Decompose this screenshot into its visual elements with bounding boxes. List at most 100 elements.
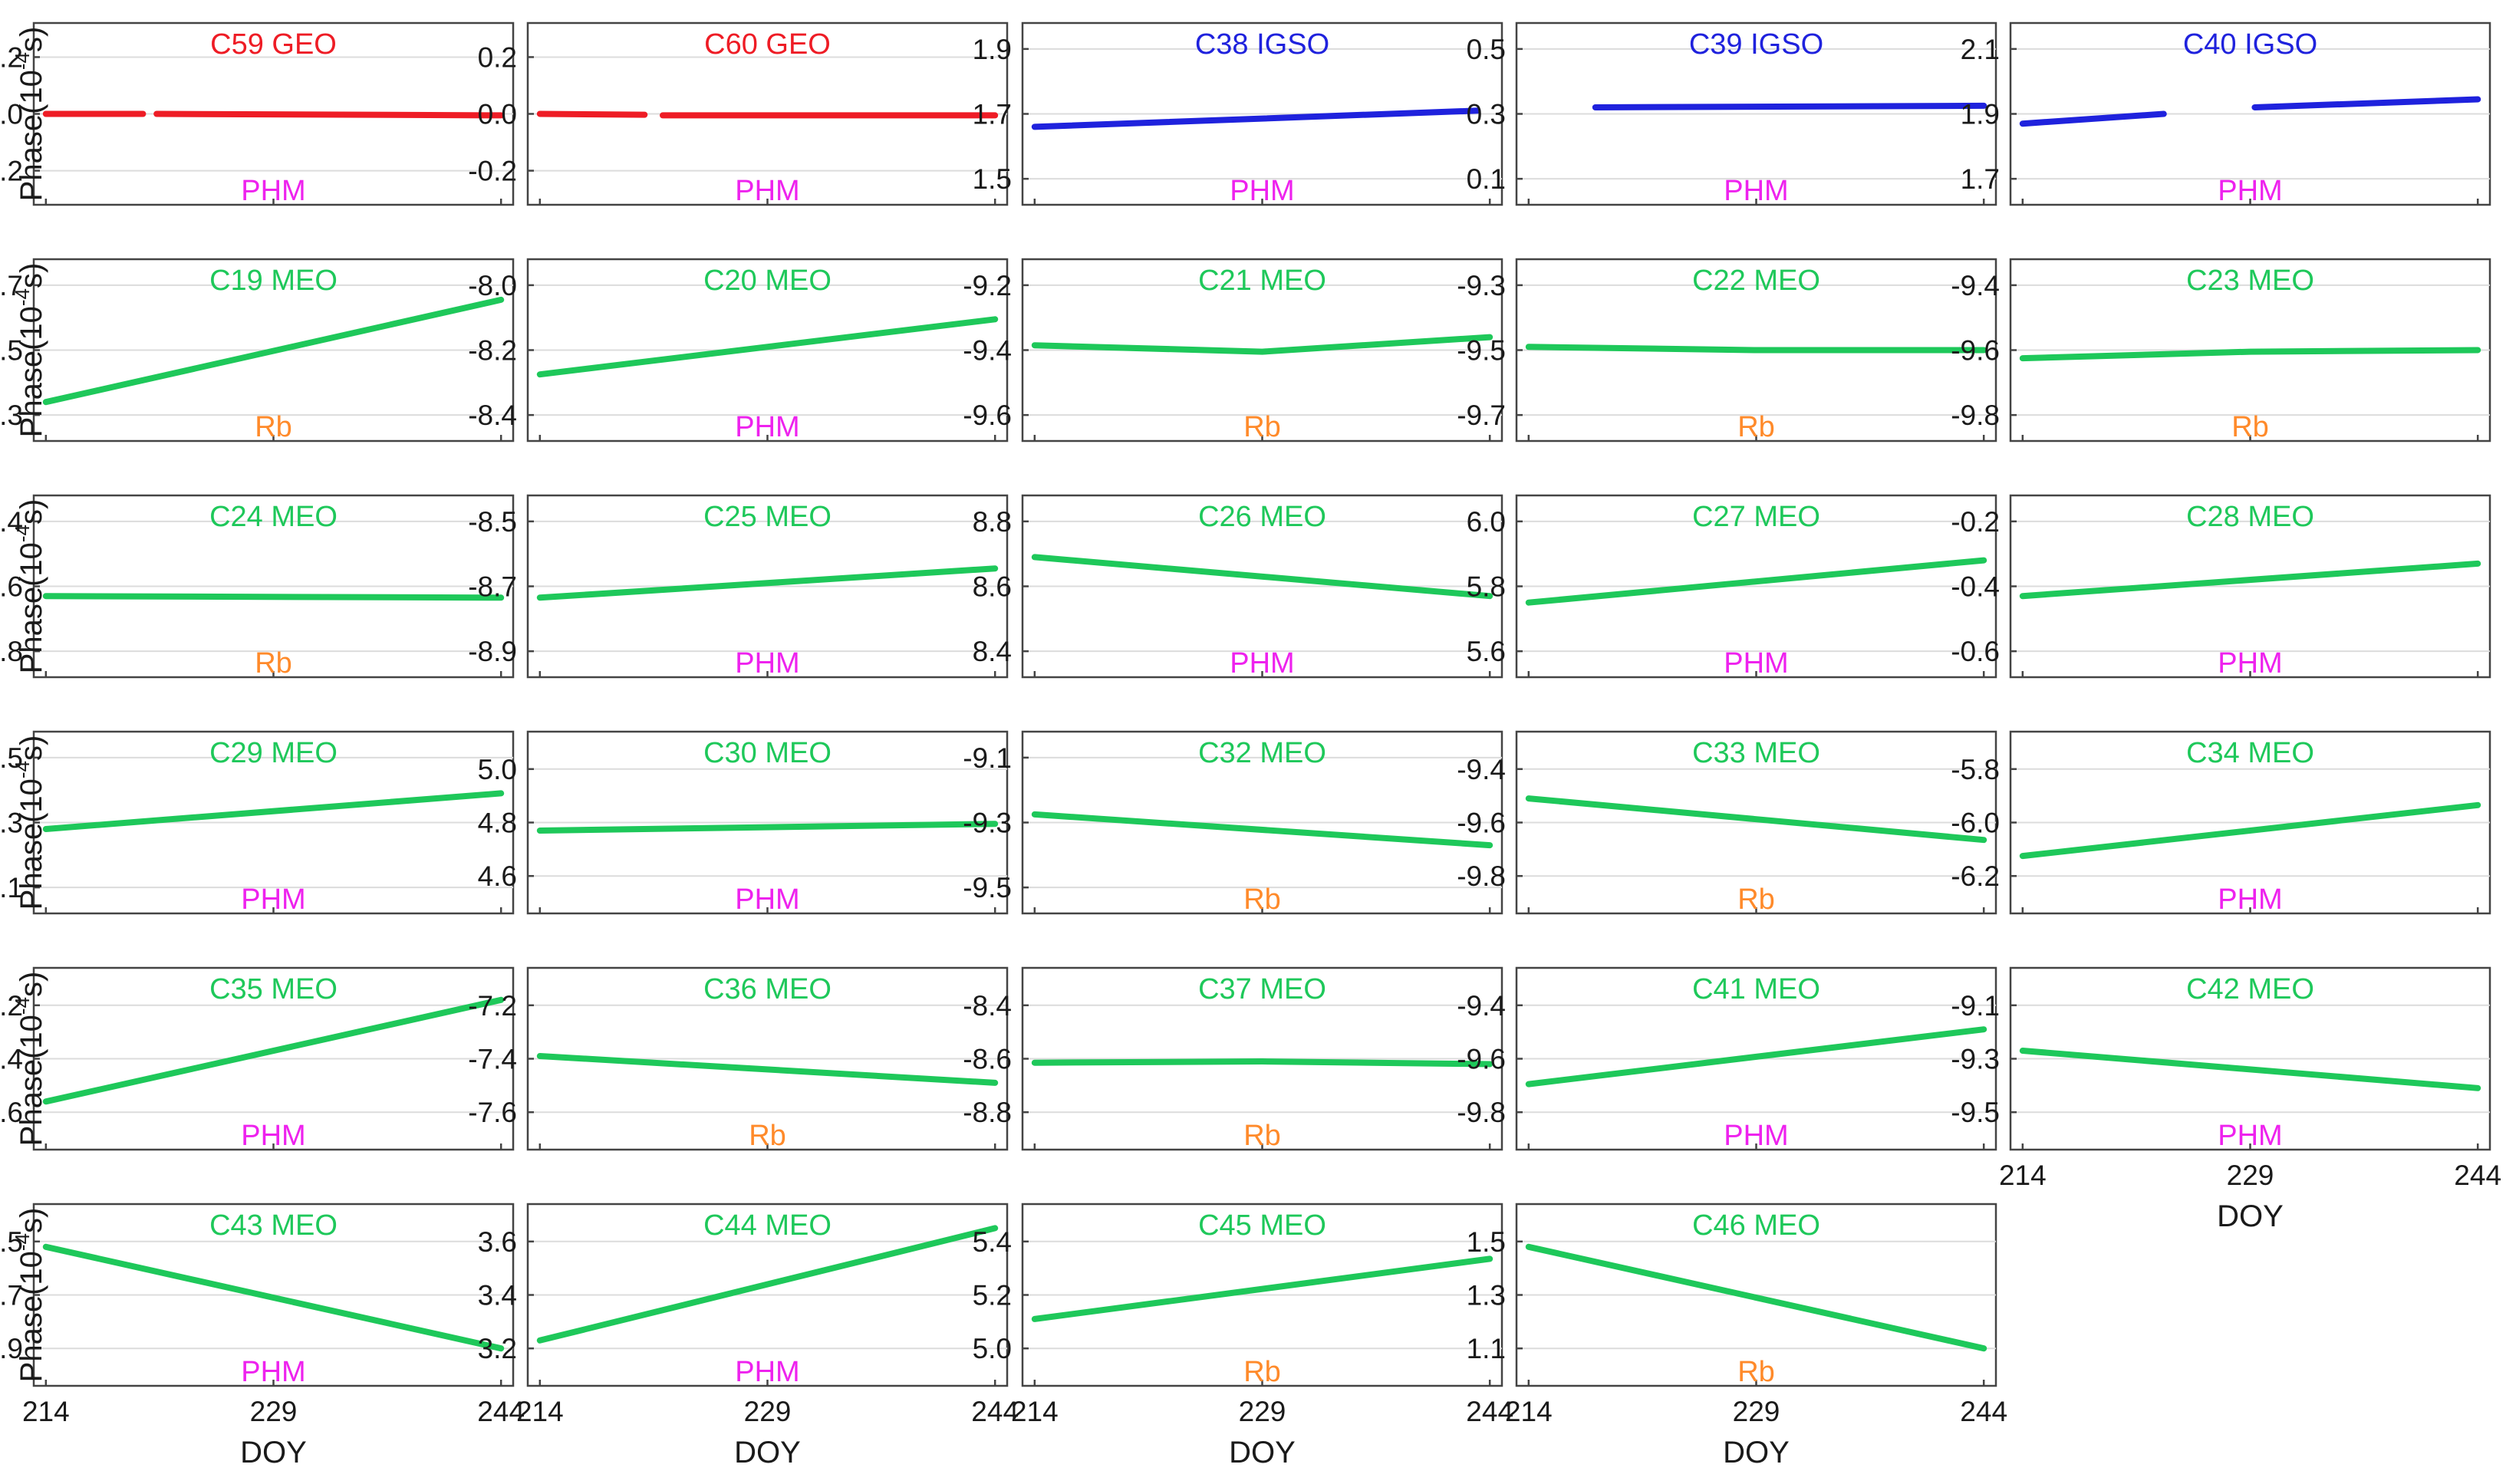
y-tick-label: 0.1: [1467, 163, 1506, 195]
x-axis-label: DOY: [240, 1436, 307, 1469]
clock-type-label: Rb: [749, 1120, 786, 1152]
subplot-c37-meo: -8.8 -8.6 -8.4 C37 MEO Rb: [963, 966, 1503, 1152]
subplot-title: C24 MEO: [209, 501, 338, 533]
y-tick-label: 5.6: [1467, 636, 1506, 667]
y-tick-label: 0.0: [478, 99, 517, 130]
y-tick-label: -8.7: [468, 571, 517, 603]
subplot-title: C39 IGSO: [1689, 28, 1823, 61]
subplot-c41-meo: -9.8 -9.6 -9.4 C41 MEO PHM: [1457, 966, 1997, 1152]
clock-type-label: Rb: [1737, 1356, 1775, 1388]
clock-type-label: Rb: [255, 411, 292, 443]
y-axis-label: Phase(10-4s): [11, 972, 48, 1147]
y-tick-label: 1.5: [973, 163, 1012, 195]
clock-type-label: PHM: [241, 175, 305, 207]
y-tick-label: -9.8: [1457, 860, 1506, 892]
x-tick-label: 214: [516, 1396, 564, 1427]
y-tick-label: -9.4: [963, 335, 1012, 367]
subplot-c28-meo: -0.6 -0.4 -0.2 C28 MEO PHM: [1951, 494, 2491, 679]
y-tick-label: 5.8: [1467, 571, 1506, 603]
subplot-title: C35 MEO: [209, 973, 338, 1005]
y-tick-label: -9.6: [0, 571, 23, 603]
subplot-title: C34 MEO: [2186, 737, 2314, 769]
subplot-title: C60 GEO: [704, 28, 831, 61]
x-tick-label: 229: [1239, 1396, 1286, 1427]
series-line: [536, 316, 999, 378]
subplot-title: C36 MEO: [703, 973, 832, 1005]
subplot-title: C26 MEO: [1198, 501, 1326, 533]
subplot-c22-meo: -9.7 -9.5 -9.3 C22 MEO Rb: [1457, 258, 1997, 443]
series-line: [1525, 1243, 1987, 1352]
subplot-c40-igso: 1.7 1.9 2.1 C40 IGSO PHM: [1961, 21, 2491, 207]
y-tick-label: 1.7: [1961, 163, 2000, 195]
series-line: [1525, 344, 1987, 354]
y-tick-label: 1.5: [1467, 1226, 1506, 1258]
clock-type-label: PHM: [241, 883, 305, 916]
clock-type-label: Rb: [1737, 411, 1775, 443]
y-tick-label: -0.4: [1951, 571, 2000, 603]
y-tick-label: -9.4: [1951, 270, 2000, 301]
subplot-title: C33 MEO: [1692, 737, 1820, 769]
y-tick-label: -9.1: [963, 742, 1012, 774]
y-tick-label: -9.7: [1457, 400, 1506, 431]
x-tick-label: 244: [2454, 1160, 2501, 1191]
y-axis-label: Phase(10-4s): [11, 1208, 48, 1383]
x-tick-label: 214: [22, 1396, 70, 1427]
subplot-c24-meo: -9.8 -9.6 -9.4 C24 MEO Rb: [0, 494, 515, 679]
y-tick-label: -0.2: [1951, 506, 2000, 538]
y-tick-label: -8.6: [963, 1044, 1012, 1075]
series-line: [536, 110, 648, 118]
y-tick-label: -9.5: [963, 872, 1012, 903]
y-tick-label: 9.5: [0, 335, 23, 367]
clock-type-label: Rb: [1243, 1356, 1281, 1388]
series-line: [1525, 1026, 1987, 1087]
clock-type-label: PHM: [735, 175, 799, 207]
x-tick-label: 229: [1733, 1396, 1780, 1427]
y-tick-label: 0.0: [0, 99, 23, 130]
y-tick-label: -9.8: [1951, 400, 2000, 431]
y-tick-label: 6.0: [1467, 506, 1506, 538]
y-tick-label: -9.6: [1457, 1044, 1506, 1075]
y-tick-label: 1.3: [1467, 1280, 1506, 1311]
x-tick-label: 214: [1011, 1396, 1059, 1427]
subplot-c34-meo: -6.2 -6.0 -5.8 C34 MEO PHM: [1951, 730, 2491, 916]
y-tick-label: 8.4: [973, 636, 1012, 667]
y-axis-label: Phase(10-4s): [11, 263, 48, 438]
subplot-c30-meo: 4.6 4.8 5.0 C30 MEO PHM: [478, 730, 1009, 916]
subplot-c25-meo: -8.9 -8.7 -8.5 C25 MEO PHM: [468, 494, 1009, 679]
y-tick-label: 8.6: [973, 571, 1012, 603]
clock-type-label: Rb: [2231, 411, 2269, 443]
y-tick-label: -1.6: [0, 1097, 23, 1128]
subplot-title: C59 GEO: [210, 28, 337, 61]
series-line: [2019, 801, 2481, 860]
y-tick-label: -8.0: [468, 270, 517, 301]
clock-type-label: Rb: [1243, 411, 1281, 443]
y-tick-label: 1.1: [1467, 1333, 1506, 1364]
subplot-title: C29 MEO: [209, 737, 338, 769]
y-tick-label: 0.3: [1467, 99, 1506, 130]
series-line: [1031, 334, 1493, 355]
y-tick-label: -1.2: [0, 990, 23, 1022]
y-tick-label: 1.9: [1961, 99, 2000, 130]
y-tick-label: 3.2: [478, 1333, 517, 1364]
y-tick-label: 0.2: [0, 41, 23, 73]
series-line: [1031, 554, 1493, 600]
y-tick-label: -9.8: [0, 636, 23, 667]
y-tick-label: -6.0: [1951, 808, 2000, 839]
series-line: [2251, 96, 2481, 110]
subplot-c59-geo: -0.2 0.0 0.2 C59 GEO PHM: [0, 21, 515, 207]
x-tick-label: 244: [1960, 1396, 2007, 1427]
subplot-title: C28 MEO: [2186, 501, 2314, 533]
series-line: [42, 790, 505, 832]
y-tick-label: -8.9: [468, 636, 517, 667]
y-tick-label: 1.7: [973, 99, 1012, 130]
series-line: [2019, 110, 2167, 127]
series-line: [536, 1225, 999, 1344]
series-line: [536, 1053, 999, 1086]
y-tick-label: -7.6: [468, 1097, 517, 1128]
series-line: [536, 565, 999, 601]
clock-type-label: PHM: [735, 1356, 799, 1388]
y-tick-label: 0.5: [1467, 34, 1506, 65]
clock-type-label: PHM: [735, 883, 799, 916]
y-tick-label: -6.2: [1951, 860, 2000, 892]
